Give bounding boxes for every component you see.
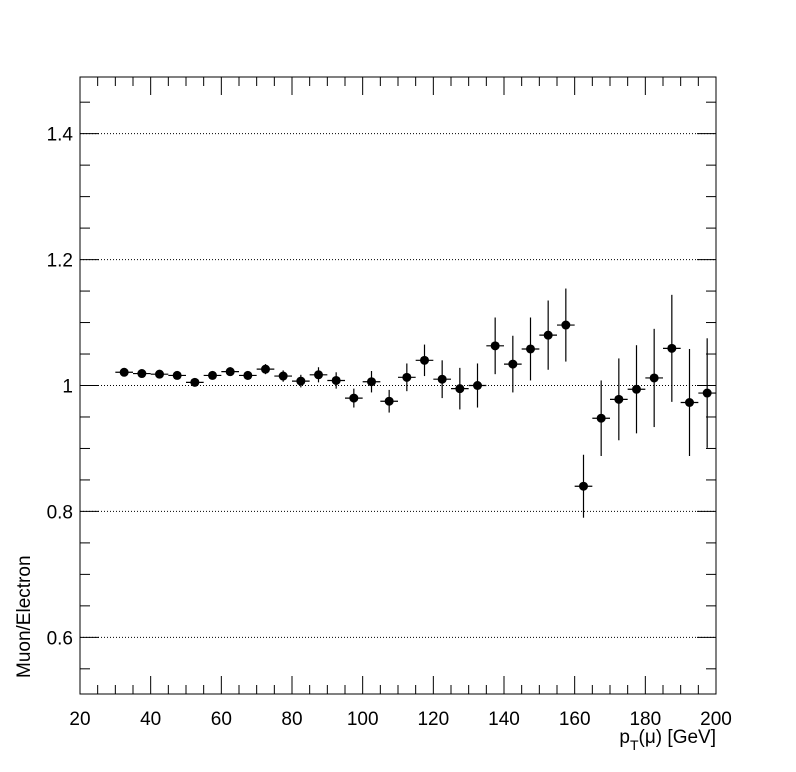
x-axis-title-rest: (μ) [GeV] [639,727,716,748]
data-point [698,338,716,448]
data-point [539,300,557,370]
marker [561,320,571,330]
data-point [327,372,345,389]
label-layer: 20 40 60 80 100 120 140 160 180 200 0.6 0.8 1 1.2 1.4 [47,125,732,730]
marker [190,377,200,387]
y-tick-label: 0.6 [47,628,73,649]
marker [331,375,341,385]
marker [614,394,624,404]
x-tick-label: 80 [281,709,302,730]
marker [261,364,270,374]
grid-layer [80,133,716,638]
marker [208,370,217,380]
marker [243,370,253,380]
marker [579,481,588,491]
marker [137,369,147,379]
marker [420,355,429,365]
data-point [610,358,628,441]
x-tick-label: 20 [69,709,90,730]
marker [543,330,553,340]
marker [367,377,376,387]
data-point [221,367,239,377]
x-tick-label: 100 [347,709,379,730]
data-point [663,294,681,402]
data-point [557,288,575,362]
data-point [292,374,310,388]
marker [702,388,712,398]
data-point [592,380,610,457]
data-point [203,370,222,380]
data-point [468,363,487,408]
x-axis-title: pT(μ) [GeV] [619,727,716,753]
x-tick-label: 180 [629,709,661,730]
marker [225,367,235,377]
data-point [115,367,133,377]
x-tick-label: 120 [417,709,449,730]
x-tick-label: 60 [211,709,232,730]
marker [384,396,394,406]
marker [455,384,465,394]
marker [349,393,359,403]
x-tick-label: 200 [700,709,732,730]
data-point [451,367,469,410]
marker [526,344,535,354]
data-layer [115,288,716,518]
x-axis-title-subscript: T [630,737,639,753]
marker [632,384,641,394]
marker [314,370,323,380]
y-tick-label: 1.2 [47,251,73,272]
y-axis-title: Muon/Electron [14,555,35,678]
data-point [415,344,434,377]
marker [296,376,306,386]
y-tick-label: 1.4 [47,125,74,146]
data-point [186,377,204,387]
data-point [150,369,169,379]
marker [508,359,518,369]
data-point [433,360,451,399]
y-tick-label: 1 [62,377,73,398]
data-point [239,370,257,380]
data-point [380,389,398,413]
marker [278,371,288,381]
x-axis-title-main: p [619,727,630,748]
marker [437,374,447,384]
data-point [504,335,522,393]
data-point [362,371,381,393]
data-point [486,317,504,375]
data-point [680,348,699,457]
marker [596,413,606,423]
data-point [309,367,328,383]
marker [402,372,412,382]
data-point [133,369,151,379]
marker [119,367,129,377]
marker [649,373,659,383]
data-point [398,363,416,392]
marker [490,341,500,351]
plot-frame [79,76,717,695]
data-point [168,370,186,380]
x-tick-label: 160 [559,709,591,730]
data-point [256,364,275,375]
marker [667,343,677,353]
data-point [274,370,292,382]
marker [685,397,694,407]
x-tick-label: 40 [140,709,161,730]
data-point [521,317,540,381]
y-tick-label: 0.8 [47,502,73,523]
data-point [574,454,593,518]
data-point [627,345,646,434]
marker [473,381,482,390]
data-point [645,328,663,428]
marker [172,370,182,380]
data-point [345,388,363,408]
marker [155,369,164,379]
x-tick-label: 140 [488,709,520,730]
